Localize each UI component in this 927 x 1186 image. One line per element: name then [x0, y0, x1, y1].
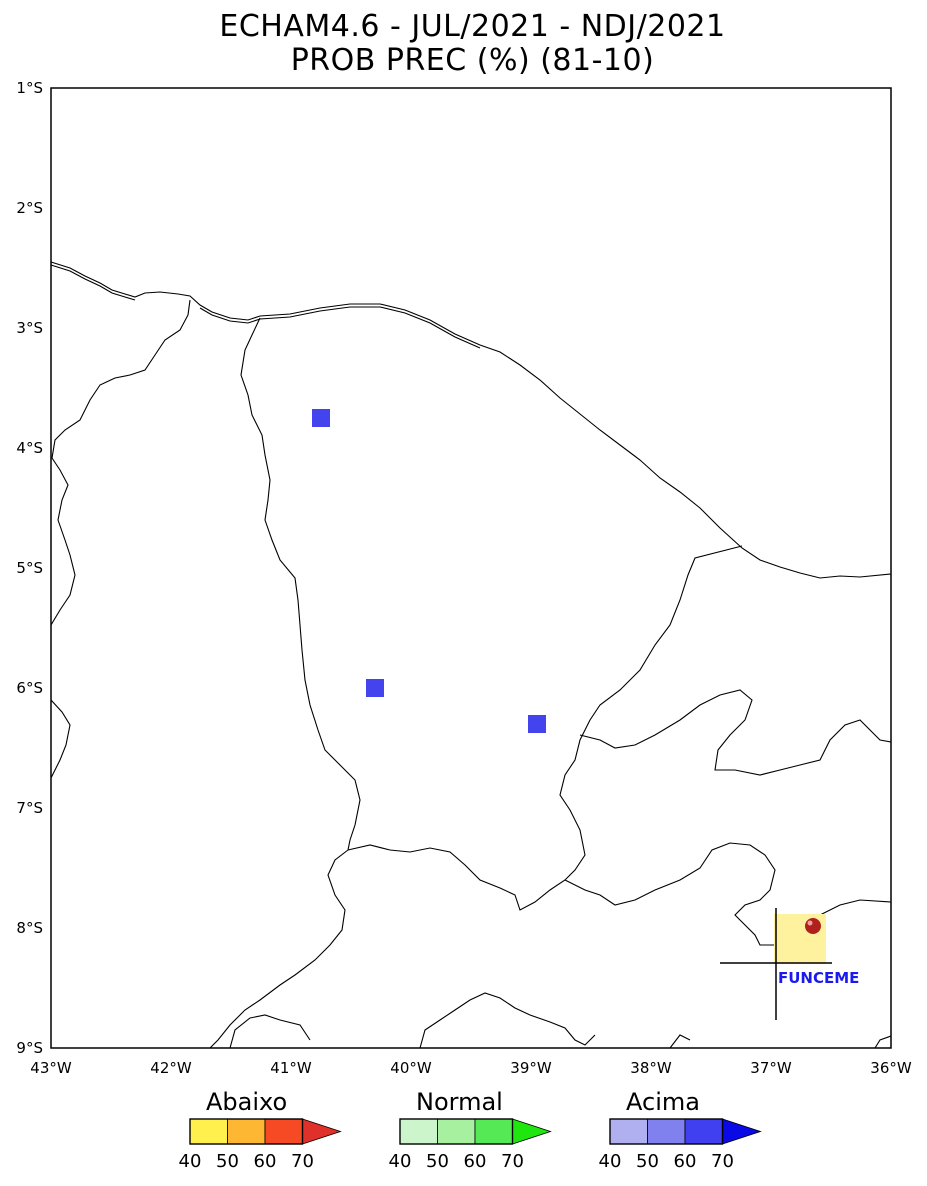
logo-text: FUNCEME: [778, 969, 859, 987]
lat-label: 3°S: [16, 319, 43, 337]
lat-labels: 1°S 2°S 3°S 4°S 5°S 6°S 7°S 8°S 9°S: [16, 79, 43, 1057]
pi-west-border: [50, 699, 71, 779]
lon-labels: 43°W 42°W 41°W 40°W 39°W 38°W 37°W 36°W: [30, 1059, 912, 1077]
legend-tick: 70: [501, 1151, 524, 1172]
legend-outline: [399, 1118, 514, 1145]
legend-swatch: [437, 1118, 476, 1145]
lon-label: 38°W: [630, 1059, 672, 1077]
lat-label: 6°S: [16, 679, 43, 697]
logo-ball-icon: [805, 918, 821, 934]
rn-pb-border: [579, 689, 892, 776]
legend-swatch: [609, 1118, 648, 1145]
legend-swatch: [189, 1118, 228, 1145]
lon-label: 39°W: [510, 1059, 552, 1077]
lat-label: 5°S: [16, 559, 43, 577]
lat-label: 1°S: [16, 79, 43, 97]
legend-swatch: [399, 1118, 438, 1145]
legend-tick: 40: [389, 1151, 412, 1172]
lon-label: 40°W: [390, 1059, 432, 1077]
lat-label: 8°S: [16, 919, 43, 937]
legend-swatch: [647, 1118, 686, 1145]
funceme-logo: FUNCEME: [720, 908, 859, 1020]
lat-label: 2°S: [16, 199, 43, 217]
legend-swatch: [264, 1118, 303, 1145]
ba-border: [229, 1014, 311, 1049]
lat-label: 7°S: [16, 799, 43, 817]
probability-cell-2: [528, 715, 546, 733]
lon-label: 36°W: [870, 1059, 912, 1077]
map-frame: [50, 87, 892, 1049]
logo-ball-highlight: [807, 920, 813, 926]
coastline-double: [50, 264, 481, 349]
legend-arrow: [302, 1118, 342, 1145]
pe-south-border: [209, 849, 349, 1049]
se-border: [669, 1034, 691, 1049]
legend-tick: 70: [711, 1151, 734, 1172]
legend-tick: 40: [179, 1151, 202, 1172]
title-line-2: PROB PREC (%) (81-10): [290, 43, 655, 78]
lat-label: 9°S: [16, 1039, 43, 1057]
lat-label: 4°S: [16, 439, 43, 457]
al-se-coast: [874, 1035, 892, 1049]
legend-tick: 60: [464, 1151, 487, 1172]
legend-normal: Normal 40 50 60 70: [389, 1088, 552, 1172]
legend-outline: [609, 1118, 724, 1145]
legend-outline: [189, 1118, 304, 1145]
legend-title: Abaixo: [206, 1088, 287, 1116]
lon-label: 37°W: [750, 1059, 792, 1077]
legend-tick: 60: [254, 1151, 277, 1172]
legend: Abaixo 40 50 60 70 Normal 40 50 60 70 Acima 40 50 60 7…: [179, 1088, 762, 1172]
coastline: [50, 261, 892, 579]
legend-swatch: [684, 1118, 723, 1145]
legend-swatch: [227, 1118, 266, 1145]
lon-label: 41°W: [270, 1059, 312, 1077]
lon-label: 42°W: [150, 1059, 192, 1077]
legend-acima: Acima 40 50 60 70: [599, 1088, 762, 1172]
legend-tick: 50: [636, 1151, 659, 1172]
title-line-1: ECHAM4.6 - JUL/2021 - NDJ/2021: [219, 9, 726, 44]
pi-ce-border: [240, 317, 361, 851]
legend-abaixo: Abaixo 40 50 60 70: [179, 1088, 342, 1172]
legend-title: Normal: [416, 1088, 503, 1116]
probability-cell-1: [366, 679, 384, 697]
legend-tick: 70: [291, 1151, 314, 1172]
probability-cells: [312, 409, 546, 733]
al-border: [419, 992, 596, 1049]
legend-arrow: [722, 1118, 762, 1145]
legend-title: Acima: [626, 1088, 700, 1116]
ma-pi-border: [50, 299, 191, 626]
legend-tick: 60: [674, 1151, 697, 1172]
legend-arrow: [512, 1118, 552, 1145]
legend-tick: 40: [599, 1151, 622, 1172]
lon-label: 43°W: [30, 1059, 72, 1077]
legend-tick: 50: [216, 1151, 239, 1172]
legend-tick: 50: [426, 1151, 449, 1172]
legend-swatch: [474, 1118, 513, 1145]
ce-pe-border: [347, 545, 743, 911]
probability-cell-0: [312, 409, 330, 427]
